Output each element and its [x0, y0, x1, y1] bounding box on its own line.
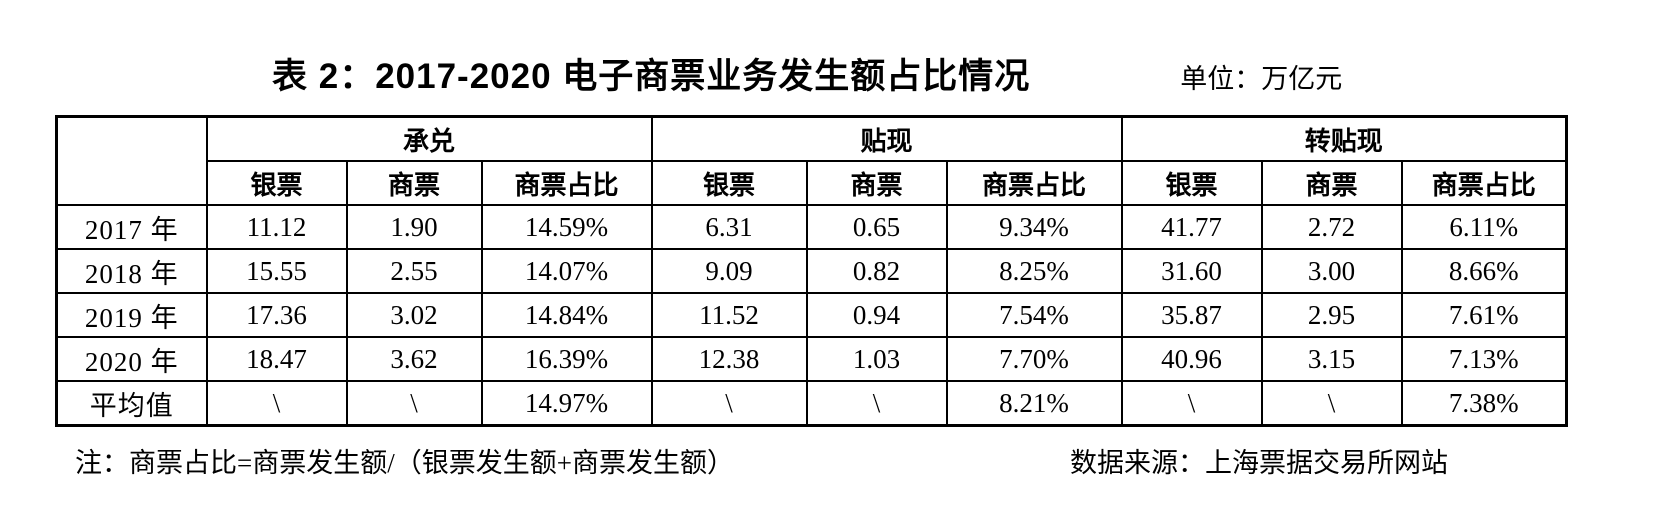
- table-cell: 3.62: [345, 336, 483, 382]
- table-cell: \: [1120, 380, 1263, 427]
- table-cell: 31.60: [1120, 248, 1263, 294]
- table-row-2017: 2017 年 11.12 1.90 14.59% 6.31 0.65 9.34%…: [55, 204, 1568, 250]
- table-cell: 41.77: [1120, 204, 1263, 250]
- table-cell: 7.38%: [1400, 380, 1568, 427]
- table-cell: \: [650, 380, 808, 427]
- table-title: 表 2：2017-2020 电子商票业务发生额占比情况: [272, 57, 1031, 96]
- table-row-2018: 2018 年 15.55 2.55 14.07% 9.09 0.82 8.25%…: [55, 248, 1568, 294]
- table-cell: 14.97%: [480, 380, 653, 427]
- table-cell: \: [805, 380, 948, 427]
- table-cell: \: [345, 380, 483, 427]
- table-cell: 11.12: [205, 204, 348, 250]
- table-cell: 7.70%: [945, 336, 1123, 382]
- data-source: 数据来源：上海票据交易所网站: [1070, 448, 1448, 478]
- table-cell: 0.94: [805, 292, 948, 338]
- table-cell: \: [205, 380, 348, 427]
- table-cell: 16.39%: [480, 336, 653, 382]
- table-note: 注：商票占比=商票发生额/（银票发生额+商票发生额）: [75, 448, 734, 478]
- title-row: 表 2：2017-2020 电子商票业务发生额占比情况 单位：万亿元: [0, 0, 1670, 99]
- col-header-bank-bill: 银票: [205, 160, 348, 206]
- table-row-average: 平均值 \ \ 14.97% \ \ 8.21% \ \ 7.38%: [55, 380, 1568, 427]
- table-cell: 6.11%: [1400, 204, 1568, 250]
- table-cell: 6.31: [650, 204, 808, 250]
- table-cell: 35.87: [1120, 292, 1263, 338]
- group-header-row: 承兑 贴现 转贴现: [55, 115, 1568, 206]
- col-header-commercial-ratio: 商票占比: [945, 160, 1123, 206]
- corner-cell: [55, 115, 208, 206]
- sub-header-row: 银票 商票 商票占比 银票 商票 商票占比 银票 商票 商票占比: [57, 160, 1568, 206]
- table-cell: 14.84%: [480, 292, 653, 338]
- table-cell: 9.09: [650, 248, 808, 294]
- unit-label: 单位：万亿元: [1180, 64, 1343, 94]
- table-cell: 14.59%: [480, 204, 653, 250]
- table-cell: 0.82: [805, 248, 948, 294]
- table-cell: 8.21%: [945, 380, 1123, 427]
- table-cell: 7.61%: [1400, 292, 1568, 338]
- group-header-rediscount: 转贴现: [1120, 115, 1568, 162]
- table-cell: 17.36: [205, 292, 348, 338]
- table-cell: 8.66%: [1400, 248, 1568, 294]
- footer-row: 注：商票占比=商票发生额/（银票发生额+商票发生额） 数据来源：上海票据交易所网…: [0, 441, 1670, 480]
- table-cell: 2.95: [1260, 292, 1403, 338]
- table-cell: 7.13%: [1400, 336, 1568, 382]
- col-header-commercial-bill: 商票: [345, 160, 483, 206]
- table-row-2019: 2019 年 17.36 3.02 14.84% 11.52 0.94 7.54…: [55, 292, 1568, 338]
- table-cell: 1.03: [805, 336, 948, 382]
- col-header-bank-bill: 银票: [1120, 160, 1263, 206]
- col-header-commercial-bill: 商票: [1260, 160, 1403, 206]
- table-cell: 15.55: [205, 248, 348, 294]
- group-header-acceptance: 承兑: [205, 115, 653, 162]
- table-cell: 12.38: [650, 336, 808, 382]
- table-cell: 7.54%: [945, 292, 1123, 338]
- table-cell: 11.52: [650, 292, 808, 338]
- table-cell: 2.55: [345, 248, 483, 294]
- table-cell: 1.90: [345, 204, 483, 250]
- table-cell: 40.96: [1120, 336, 1263, 382]
- row-label: 2019 年: [55, 292, 208, 338]
- table-cell: 3.15: [1260, 336, 1403, 382]
- table-cell: 2.72: [1260, 204, 1403, 250]
- table-cell: 3.02: [345, 292, 483, 338]
- table-cell: 14.07%: [480, 248, 653, 294]
- table-cell: 3.00: [1260, 248, 1403, 294]
- row-label: 2018 年: [55, 248, 208, 294]
- table-cell: 0.65: [805, 204, 948, 250]
- row-label: 2017 年: [55, 204, 208, 250]
- table-cell: \: [1260, 380, 1403, 427]
- table-cell: 8.25%: [945, 248, 1123, 294]
- col-header-commercial-ratio: 商票占比: [1400, 160, 1568, 206]
- row-label: 平均值: [55, 380, 208, 427]
- data-table: 承兑 贴现 转贴现 银票 商票 商票占比 银票 商票 商票占比 银票 商票 商票…: [55, 115, 1569, 427]
- table-row-2020: 2020 年 18.47 3.62 16.39% 12.38 1.03 7.70…: [55, 336, 1568, 382]
- col-header-bank-bill: 银票: [650, 160, 808, 206]
- col-header-commercial-ratio: 商票占比: [480, 160, 653, 206]
- group-header-discount: 贴现: [650, 115, 1123, 162]
- row-label: 2020 年: [55, 336, 208, 382]
- table-cell: 18.47: [205, 336, 348, 382]
- col-header-commercial-bill: 商票: [805, 160, 948, 206]
- table-cell: 9.34%: [945, 204, 1123, 250]
